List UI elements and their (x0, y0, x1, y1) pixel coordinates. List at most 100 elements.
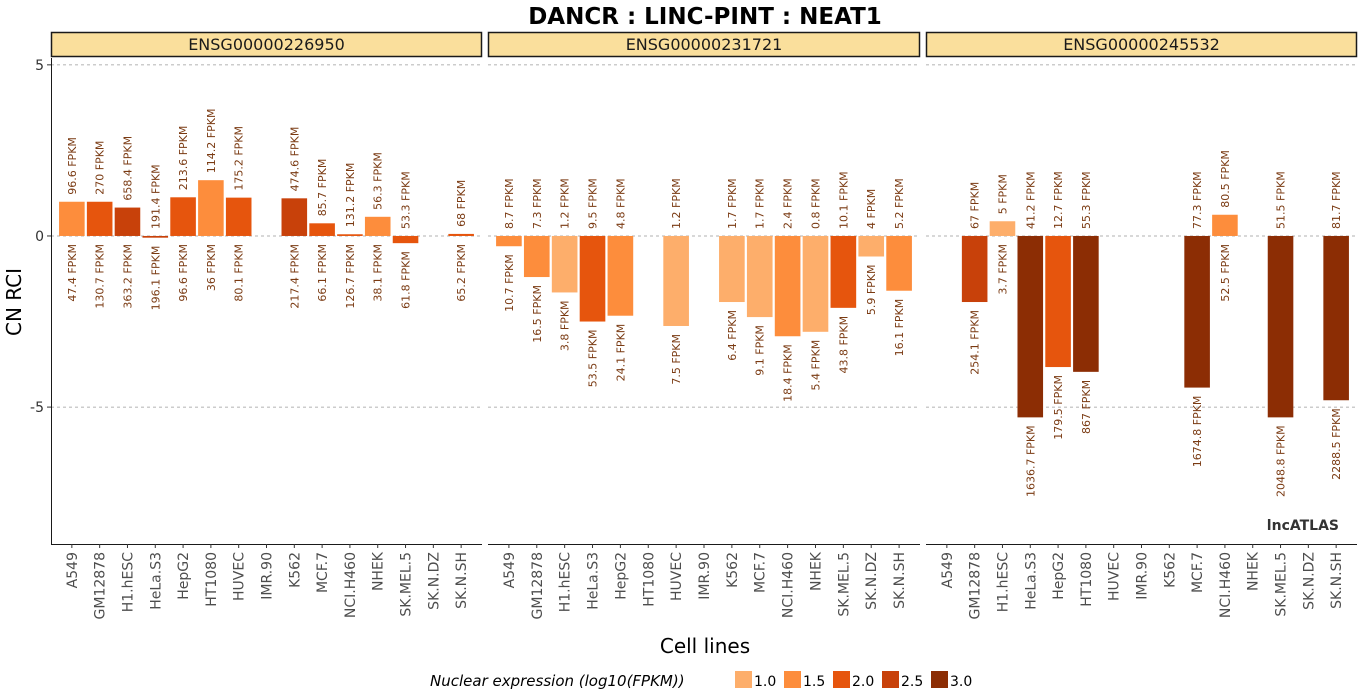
lncatlas-watermark: lncATLAS (1267, 518, 1339, 534)
x-tick-label: HeLa.S3 (586, 552, 602, 610)
bar-label-bottom: 53.5 FPKM (587, 330, 600, 388)
panel-strip (925, 31, 1358, 58)
bar-GM12878 (86, 201, 113, 236)
bar-H1.hESC (114, 207, 141, 236)
x-tick-label: HeLa.S3 (1023, 552, 1039, 610)
y-tick-label: -5 (30, 400, 44, 416)
legend-swatch (931, 671, 948, 688)
panel-strip-label: ENSG00000231721 (626, 35, 783, 54)
legend-swatch (735, 671, 752, 688)
x-tick-label: SK.N.SH (892, 552, 908, 609)
x-tick-label: K562 (725, 552, 741, 588)
bar-label-top: 67 FPKM (969, 182, 982, 229)
bar-label-top: 114.2 FPKM (205, 109, 218, 174)
panel-3: ENSG00000245532 A549 GM12878 67 FPKM 254.1 F… (925, 31, 1358, 619)
bar-label-top: 191.4 FPKM (149, 164, 162, 229)
bar-label-top: 1.7 FPKM (726, 178, 739, 229)
x-tick-label: SK.MEL.5 (399, 552, 415, 617)
x-tick-label: NCI.H460 (1218, 552, 1234, 618)
bar-label-bottom: 18.4 FPKM (782, 344, 795, 402)
panel-strip (487, 31, 921, 58)
bar-label-top: 658.4 FPKM (121, 136, 134, 201)
bar-label-top: 4.8 FPKM (614, 178, 627, 229)
bar-SK.MEL.5 (392, 235, 419, 244)
x-tick-label: SK.N.SH (454, 552, 470, 609)
bar-HeLa.S3 (579, 235, 606, 322)
x-tick-label: K562 (287, 552, 303, 588)
bar-HT1080 (1073, 235, 1099, 372)
bar-label-bottom: 130.7 FPKM (94, 244, 107, 309)
x-tick-label: NCI.H460 (343, 552, 359, 618)
bar-SK.N.SH (448, 233, 474, 236)
bar-label-top: 55.3 FPKM (1080, 171, 1093, 229)
bar-label-top: 56.3 FPKM (372, 152, 385, 210)
bar-HeLa.S3 (142, 235, 169, 238)
bar-label-top: 12.7 FPKM (1052, 171, 1065, 229)
bar-label-top: 1.7 FPKM (754, 178, 767, 229)
bar-label-bottom: 38.1 FPKM (372, 244, 385, 302)
x-tick-label: HT1080 (204, 552, 220, 607)
bar-NCI.H460 (337, 234, 363, 236)
x-tick-label: HUVEC (669, 552, 685, 601)
y-tick-label: 0 (35, 229, 44, 245)
x-tick-label: A549 (940, 552, 956, 588)
y-axis: 5 0 -5 (30, 58, 52, 544)
bar-label-top: 2.4 FPKM (782, 178, 795, 229)
x-tick-label: NHEK (1246, 551, 1262, 591)
bar-label-bottom: 52.5 FPKM (1219, 244, 1232, 302)
x-tick-label: GM12878 (530, 552, 546, 619)
bar-label-bottom: 10.7 FPKM (503, 254, 516, 312)
bar-label-bottom: 16.1 FPKM (893, 299, 906, 357)
y-axis-label: CN RCI (2, 268, 26, 336)
bar-label-top: 4 FPKM (865, 189, 878, 229)
bar-label-top: 213.6 FPKM (177, 126, 190, 191)
x-tick-label: H1.hESC (120, 552, 136, 612)
bar-label-top: 10.1 FPKM (837, 171, 850, 229)
bar-label-bottom: 217.4 FPKM (288, 244, 301, 309)
bar-label-top: 77.3 FPKM (1191, 171, 1204, 229)
bar-NHEK (364, 216, 391, 236)
panel-strip-label: ENSG00000226950 (188, 35, 345, 54)
bar-label-bottom: 61.8 FPKM (400, 251, 413, 309)
x-tick-label: K562 (1162, 552, 1178, 588)
bar-MCF.7 (1184, 235, 1210, 388)
legend: Nuclear expression (log10(FPKM)) 1.0 1.5 2… (430, 671, 972, 690)
bar-label-top: 8.7 FPKM (503, 178, 516, 229)
legend-label: 2.5 (901, 674, 923, 690)
y-tick-label: 5 (35, 58, 44, 74)
bar-label-bottom: 2288.5 FPKM (1330, 408, 1343, 480)
panel-strip-label: ENSG00000245532 (1063, 35, 1220, 54)
x-tick-label: A549 (65, 552, 81, 588)
bar-label-top: 270 FPKM (94, 141, 107, 195)
x-tick-label: HT1080 (1079, 552, 1095, 607)
panel-strip (50, 31, 483, 58)
legend-label: 1.5 (803, 674, 825, 690)
x-tick-label: HeLa.S3 (148, 552, 164, 610)
bar-label-bottom: 36 FPKM (205, 244, 218, 291)
x-tick-label: HepG2 (613, 552, 629, 600)
bar-label-bottom: 2048.8 FPKM (1275, 425, 1288, 497)
bar-label-bottom: 867 FPKM (1080, 380, 1093, 434)
bar-label-bottom: 16.5 FPKM (531, 285, 544, 343)
bar-label-bottom: 96.6 FPKM (177, 244, 190, 302)
legend-label: 2.0 (852, 674, 874, 690)
bar-NCI.H460 (774, 235, 801, 337)
bar-MCF.7 (746, 235, 773, 318)
x-tick-label: SK.N.SH (1329, 552, 1345, 609)
x-tick-label: IMR.90 (1135, 552, 1151, 600)
bar-label-bottom: 7.5 FPKM (670, 334, 683, 385)
x-tick-label: IMR.90 (697, 552, 713, 600)
x-axis-label: Cell lines (660, 634, 750, 658)
bar-label-top: 80.5 FPKM (1219, 150, 1232, 208)
panel-2: ENSG00000231721 A549 8.7 FPKM 10.7 FPKM GM12… (487, 31, 921, 619)
bar-label-top: 9.5 FPKM (587, 178, 600, 229)
bar-label-bottom: 126.7 FPKM (344, 244, 357, 309)
bar-label-bottom: 3.8 FPKM (559, 300, 572, 351)
bar-label-bottom: 65.2 FPKM (455, 244, 468, 302)
bar-HT1080 (198, 180, 224, 236)
x-tick-label: H1.hESC (558, 552, 574, 612)
x-tick-label: IMR.90 (260, 552, 276, 600)
x-tick-label: SK.MEL.5 (836, 552, 852, 617)
bar-label-bottom: 363.2 FPKM (121, 244, 134, 309)
bar-SK.N.SH (1323, 235, 1349, 401)
